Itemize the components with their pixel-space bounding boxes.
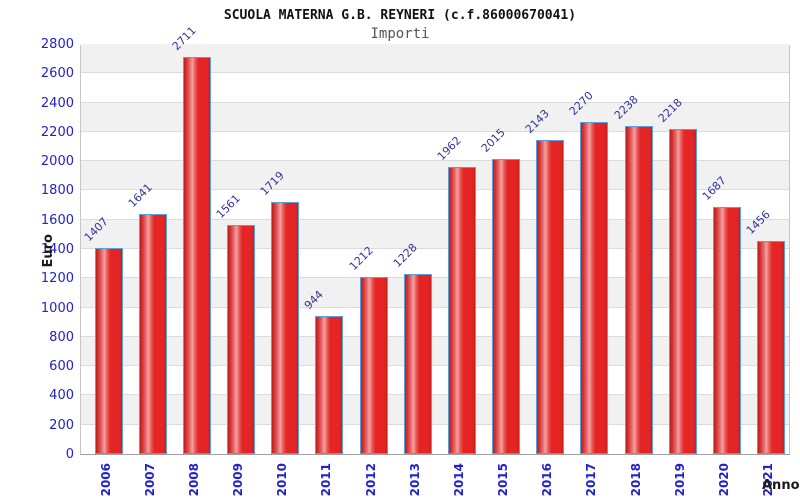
x-tick-label: 2016 <box>540 463 555 497</box>
bar <box>536 140 565 454</box>
bar <box>668 129 697 454</box>
y-tick-label: 1000 <box>40 300 74 316</box>
gridline <box>81 72 789 74</box>
bar <box>359 276 388 454</box>
bar <box>315 315 344 454</box>
bar <box>624 126 653 454</box>
y-tick-label: 2600 <box>40 66 74 82</box>
y-tick-label: 2000 <box>40 154 74 170</box>
y-tick-label: 1800 <box>40 183 74 199</box>
x-tick-label: 2009 <box>231 463 245 497</box>
bar <box>182 57 211 454</box>
y-tick-label: 0 <box>65 447 74 462</box>
plot-area: 1407 1641 2711 1561 1719 944 1212 1228 1962 2015 2… <box>80 24 790 455</box>
bar <box>94 247 123 454</box>
bar <box>403 274 432 454</box>
bar <box>271 202 300 454</box>
x-tick-label: 2015 <box>496 463 511 497</box>
y-tick-label: 1600 <box>40 212 74 228</box>
x-tick-label: 2008 <box>186 463 201 497</box>
y-tick-label: 600 <box>49 359 74 375</box>
bar <box>492 158 521 454</box>
x-tick-label: 2012 <box>363 463 378 497</box>
x-tick-label: 2010 <box>275 463 290 497</box>
y-tick-label: 2200 <box>40 124 74 140</box>
bar <box>757 240 786 454</box>
y-tick-label: 400 <box>49 388 74 404</box>
gridline <box>81 130 789 132</box>
gridline <box>81 160 789 162</box>
x-tick-label: 2018 <box>628 463 643 497</box>
y-tick-label: 2800 <box>40 37 74 52</box>
x-tick-label: 2013 <box>407 463 422 497</box>
bar <box>580 121 609 454</box>
chart-subtitle: Importi <box>370 26 430 42</box>
x-tick-label: 2007 <box>142 463 157 497</box>
gridline <box>81 423 789 425</box>
x-tick-label: 2014 <box>451 463 466 497</box>
x-tick-label: 2017 <box>584 463 599 497</box>
y-axis-title: Euro <box>41 234 56 268</box>
x-tick-label: 2006 <box>98 463 113 497</box>
bar <box>227 225 255 454</box>
bar <box>138 213 167 454</box>
x-tick-label: 2020 <box>716 463 731 497</box>
bar <box>447 166 476 454</box>
y-tick-label: 2400 <box>40 95 74 111</box>
gridline <box>81 335 789 337</box>
gridline <box>81 365 789 367</box>
gridline <box>81 277 789 279</box>
y-tick-label: 200 <box>49 417 74 433</box>
x-tick-label: 2019 <box>672 463 687 497</box>
y-tick-label: 800 <box>49 329 74 345</box>
y-tick-label: 1400 <box>40 242 74 257</box>
gridline <box>81 248 789 249</box>
gridline <box>81 218 789 220</box>
bar <box>712 206 741 454</box>
gridline <box>81 101 789 103</box>
x-axis-title: Anno <box>762 478 800 493</box>
chart-title: SCUOLA MATERNA G.B. REYNERI (c.f.8600067… <box>223 8 577 23</box>
x-tick-label: 2011 <box>319 463 334 497</box>
gridline <box>81 306 789 308</box>
y-tick-label: 1200 <box>40 271 74 287</box>
gridline <box>81 189 789 191</box>
gridline <box>81 394 789 396</box>
